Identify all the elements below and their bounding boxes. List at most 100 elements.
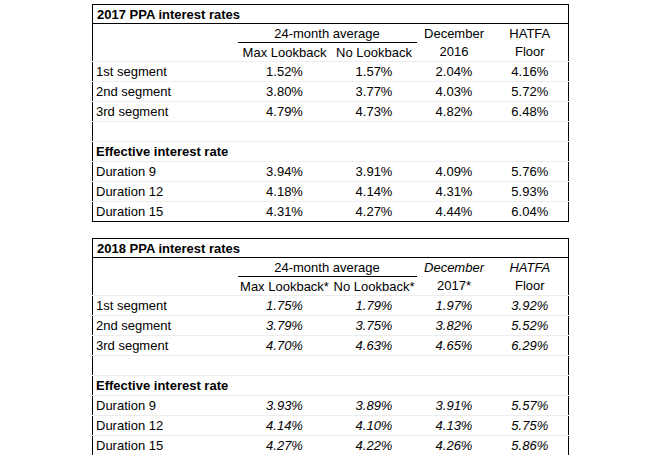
value-cell: 5.76% [492, 162, 569, 182]
value-cell: 4.09% [417, 162, 492, 182]
value-cell: 4.13% [417, 416, 492, 436]
value-cell: 5.93% [492, 182, 569, 202]
value-cell: 3.91% [332, 162, 417, 182]
value-cell: 4.63% [332, 336, 417, 356]
value-cell: 4.03% [417, 82, 492, 102]
value-cell: 4.82% [417, 102, 492, 122]
column-header-december: December [417, 24, 492, 43]
row-label: Duration 9 [93, 396, 238, 416]
value-cell: 4.27% [332, 202, 417, 222]
row-label: 3rd segment [93, 336, 238, 356]
table-row: 2017 PPA interest rates [93, 5, 569, 24]
table-row: 1st segment 1.75% 1.79% 1.97% 3.92% [93, 296, 569, 316]
blank-row [93, 356, 569, 376]
value-cell: 3.75% [332, 316, 417, 336]
row-label: Duration 9 [93, 162, 238, 182]
value-cell: 2.04% [417, 62, 492, 82]
row-label: 3rd segment [93, 102, 238, 122]
value-cell: 3.91% [417, 396, 492, 416]
value-cell: 3.80% [238, 82, 332, 102]
table-row: 2nd segment 3.79% 3.75% 3.82% 5.52% [93, 316, 569, 336]
row-label: 1st segment [93, 62, 238, 82]
table-row: 2nd segment 3.80% 3.77% 4.03% 5.72% [93, 82, 569, 102]
row-label: Duration 15 [93, 436, 238, 455]
table-row: 24-month average December HATFA [93, 258, 569, 277]
value-cell: 5.72% [492, 82, 569, 102]
value-cell: 4.14% [238, 416, 332, 436]
table-row: Duration 15 4.27% 4.22% 4.26% 5.86% [93, 436, 569, 455]
table-row: Duration 9 3.93% 3.89% 3.91% 5.57% [93, 396, 569, 416]
ppa-table-2018: 2018 PPA interest rates 24-month average… [92, 238, 569, 455]
value-cell: 4.31% [238, 202, 332, 222]
value-cell: 3.94% [238, 162, 332, 182]
table-row: 2018 PPA interest rates [93, 239, 569, 258]
value-cell: 5.86% [492, 436, 569, 455]
section-label: Effective interest rate [93, 142, 569, 162]
report-sheet: 2017 PPA interest rates 24-month average… [0, 0, 649, 455]
table-row: 3rd segment 4.70% 4.63% 4.65% 6.29% [93, 336, 569, 356]
column-header-max-lookback: Max Lookback* [238, 277, 332, 296]
value-cell: 4.14% [332, 182, 417, 202]
ppa-table-2017: 2017 PPA interest rates 24-month average… [92, 4, 569, 222]
spacer-cell [93, 277, 238, 296]
value-cell: 4.70% [238, 336, 332, 356]
group-header-24-month-average: 24-month average [238, 258, 417, 277]
value-cell: 1.79% [332, 296, 417, 316]
value-cell: 4.18% [238, 182, 332, 202]
column-header-no-lookback: No Lookback* [332, 277, 417, 296]
column-header-hatfa-floor: Floor [492, 43, 569, 62]
column-header-december-year: 2016 [417, 43, 492, 62]
table-row: 3rd segment 4.79% 4.73% 4.82% 6.48% [93, 102, 569, 122]
table-row: 24-month average December HATFA [93, 24, 569, 43]
value-cell: 1.75% [238, 296, 332, 316]
table-row: Effective interest rate [93, 376, 569, 396]
value-cell: 6.04% [492, 202, 569, 222]
row-label: 1st segment [93, 296, 238, 316]
value-cell: 6.29% [492, 336, 569, 356]
value-cell: 3.93% [238, 396, 332, 416]
row-label: 2nd segment [93, 316, 238, 336]
column-header-december: December [417, 258, 492, 277]
column-header-hatfa: HATFA [492, 258, 569, 277]
table-row: Duration 12 4.14% 4.10% 4.13% 5.75% [93, 416, 569, 436]
table-row: Max Lookback* No Lookback* 2017* Floor [93, 277, 569, 296]
value-cell: 4.31% [417, 182, 492, 202]
row-label: Duration 15 [93, 202, 238, 222]
table-row: Duration 9 3.94% 3.91% 4.09% 5.76% [93, 162, 569, 182]
value-cell: 6.48% [492, 102, 569, 122]
table-row [93, 356, 569, 376]
value-cell: 4.44% [417, 202, 492, 222]
value-cell: 4.10% [332, 416, 417, 436]
value-cell: 4.26% [417, 436, 492, 455]
spacer-cell [93, 258, 238, 277]
table-row: 1st segment 1.52% 1.57% 2.04% 4.16% [93, 62, 569, 82]
column-header-hatfa-floor: Floor [492, 277, 569, 296]
row-label: Duration 12 [93, 416, 238, 436]
value-cell: 3.92% [492, 296, 569, 316]
value-cell: 4.27% [238, 436, 332, 455]
value-cell: 3.82% [417, 316, 492, 336]
value-cell: 5.75% [492, 416, 569, 436]
table-row: Duration 15 4.31% 4.27% 4.44% 6.04% [93, 202, 569, 222]
column-header-december-year: 2017* [417, 277, 492, 296]
column-header-no-lookback: No Lookback [332, 43, 417, 62]
table-row: Effective interest rate [93, 142, 569, 162]
value-cell: 4.16% [492, 62, 569, 82]
group-header-24-month-average: 24-month average [238, 24, 417, 43]
table-title-2018: 2018 PPA interest rates [93, 239, 569, 258]
table-row [93, 122, 569, 142]
table-row: Max Lookback No Lookback 2016 Floor [93, 43, 569, 62]
value-cell: 3.77% [332, 82, 417, 102]
row-label: Duration 12 [93, 182, 238, 202]
spacer-cell [93, 24, 238, 43]
column-header-hatfa: HATFA [492, 24, 569, 43]
blank-row [93, 122, 569, 142]
value-cell: 4.22% [332, 436, 417, 455]
value-cell: 4.79% [238, 102, 332, 122]
row-label: 2nd segment [93, 82, 238, 102]
value-cell: 1.57% [332, 62, 417, 82]
value-cell: 3.89% [332, 396, 417, 416]
value-cell: 5.52% [492, 316, 569, 336]
value-cell: 1.52% [238, 62, 332, 82]
table-title-2017: 2017 PPA interest rates [93, 5, 569, 24]
